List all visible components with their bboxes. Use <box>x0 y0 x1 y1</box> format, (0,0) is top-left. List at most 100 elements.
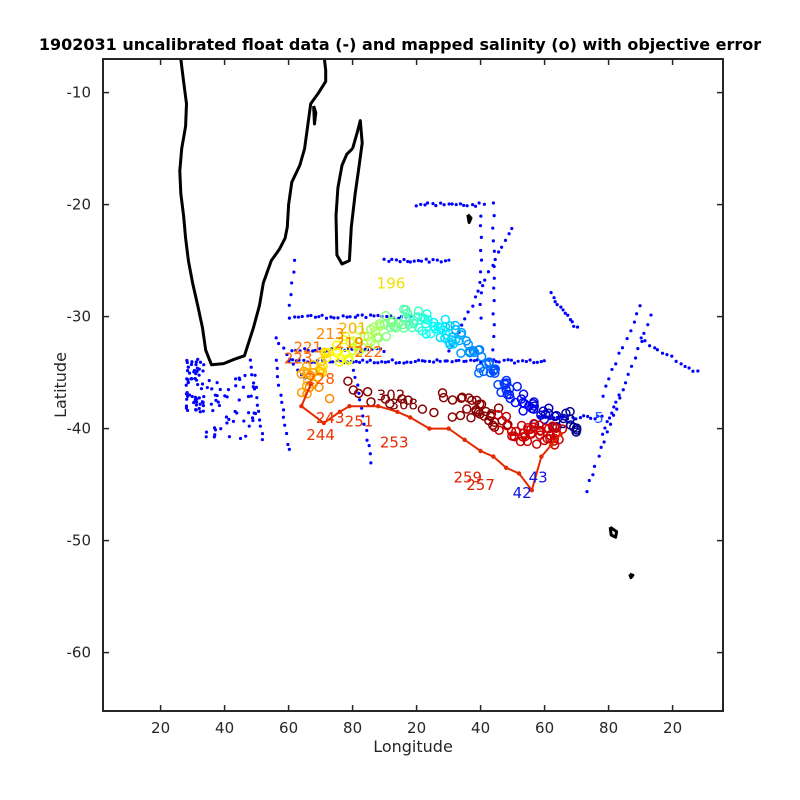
mapped-salinity-point <box>502 420 512 431</box>
mapped-salinity-point <box>299 366 309 377</box>
historical-point <box>202 394 206 399</box>
x-tick-label: 40 <box>471 719 490 737</box>
historical-point <box>419 202 423 207</box>
historical-point <box>282 346 286 350</box>
historical-point <box>194 363 198 367</box>
historical-point <box>409 360 413 364</box>
mapped-salinity-point <box>561 408 571 419</box>
historical-point <box>497 250 501 254</box>
historical-point <box>197 396 201 400</box>
historical-point <box>363 347 367 351</box>
historical-point <box>674 359 678 363</box>
historical-point <box>360 313 364 317</box>
mapped-salinity-point <box>362 387 373 397</box>
historical-point <box>492 334 496 339</box>
historical-point <box>454 359 458 363</box>
historical-point <box>227 435 232 439</box>
historical-point <box>287 447 291 451</box>
trajectory-point <box>321 420 326 426</box>
historical-point <box>649 313 653 317</box>
historical-point <box>524 359 528 364</box>
historical-point <box>589 416 593 420</box>
y-tick-label: -60 <box>67 644 92 662</box>
historical-point <box>367 443 371 448</box>
trajectory-point <box>299 404 304 409</box>
historical-point <box>439 260 443 264</box>
mapped-salinity-point <box>501 385 511 395</box>
x-tick-label: 20 <box>151 719 170 737</box>
profile-number-label: 244 <box>306 426 335 444</box>
x-tick-label: 40 <box>215 719 234 737</box>
historical-point <box>617 393 621 397</box>
mapped-salinity-point <box>571 425 582 435</box>
mapped-salinity-point <box>354 325 365 335</box>
historical-point <box>246 411 251 415</box>
profile-number-label: 243 <box>316 409 345 427</box>
mapped-salinity-point <box>518 406 528 416</box>
historical-point <box>621 388 625 392</box>
historical-point <box>615 407 619 411</box>
profile-number-label: 213 <box>316 325 345 343</box>
mapped-salinity-point <box>418 313 428 323</box>
historical-point <box>194 360 198 364</box>
historical-point <box>476 289 480 293</box>
historical-point <box>570 320 574 324</box>
historical-point <box>292 270 296 274</box>
historical-point <box>287 316 292 320</box>
historical-point <box>317 315 321 319</box>
historical-point <box>212 426 217 430</box>
historical-point <box>383 360 388 364</box>
historical-point <box>424 257 428 261</box>
historical-point <box>258 424 262 428</box>
historical-point <box>507 232 511 236</box>
historical-point <box>607 416 612 420</box>
mapped-salinity-point <box>481 406 491 417</box>
historical-point <box>578 416 583 420</box>
mapped-salinity-point <box>354 346 364 357</box>
historical-point <box>462 203 466 208</box>
mapped-salinity-point <box>536 410 546 420</box>
historical-point <box>499 245 504 249</box>
mapped-salinity-point <box>481 359 492 369</box>
historical-point <box>290 281 294 285</box>
historical-point <box>679 362 683 366</box>
mapped-salinity-point <box>420 318 431 329</box>
historical-point <box>413 359 417 364</box>
mapped-salinity-layer <box>296 304 582 450</box>
mapped-salinity-point <box>474 368 484 378</box>
historical-point <box>215 381 219 385</box>
historical-point <box>617 351 621 355</box>
profile-number-label: 201 <box>338 319 367 337</box>
historical-point <box>293 315 297 319</box>
mapped-salinity-point <box>490 364 501 374</box>
historical-point <box>200 382 205 386</box>
historical-point <box>187 371 192 375</box>
mapped-salinity-point <box>490 368 500 379</box>
mapped-salinity-point <box>433 321 443 332</box>
historical-point <box>235 411 239 415</box>
y-tick-label: -10 <box>67 84 92 102</box>
historical-point <box>611 413 616 417</box>
mapped-salinity-point <box>516 394 527 404</box>
historical-point <box>471 304 475 308</box>
historical-point <box>331 360 335 364</box>
y-tick-label: -50 <box>67 532 92 550</box>
historical-point <box>186 378 190 382</box>
historical-point <box>390 358 394 362</box>
mapped-salinity-point <box>450 320 461 331</box>
historical-point <box>196 357 200 361</box>
historical-point <box>369 461 373 465</box>
y-axis-label: Latitude <box>51 352 70 418</box>
historical-point <box>506 358 510 362</box>
trajectory-point <box>558 432 563 437</box>
historical-point <box>379 347 383 351</box>
historical-point <box>201 369 205 373</box>
historical-point <box>324 316 329 320</box>
historical-point <box>493 257 497 262</box>
historical-point <box>354 359 358 364</box>
historical-point <box>639 336 643 340</box>
historical-point <box>442 203 446 207</box>
historical-point <box>313 315 318 319</box>
historical-point <box>575 325 580 329</box>
